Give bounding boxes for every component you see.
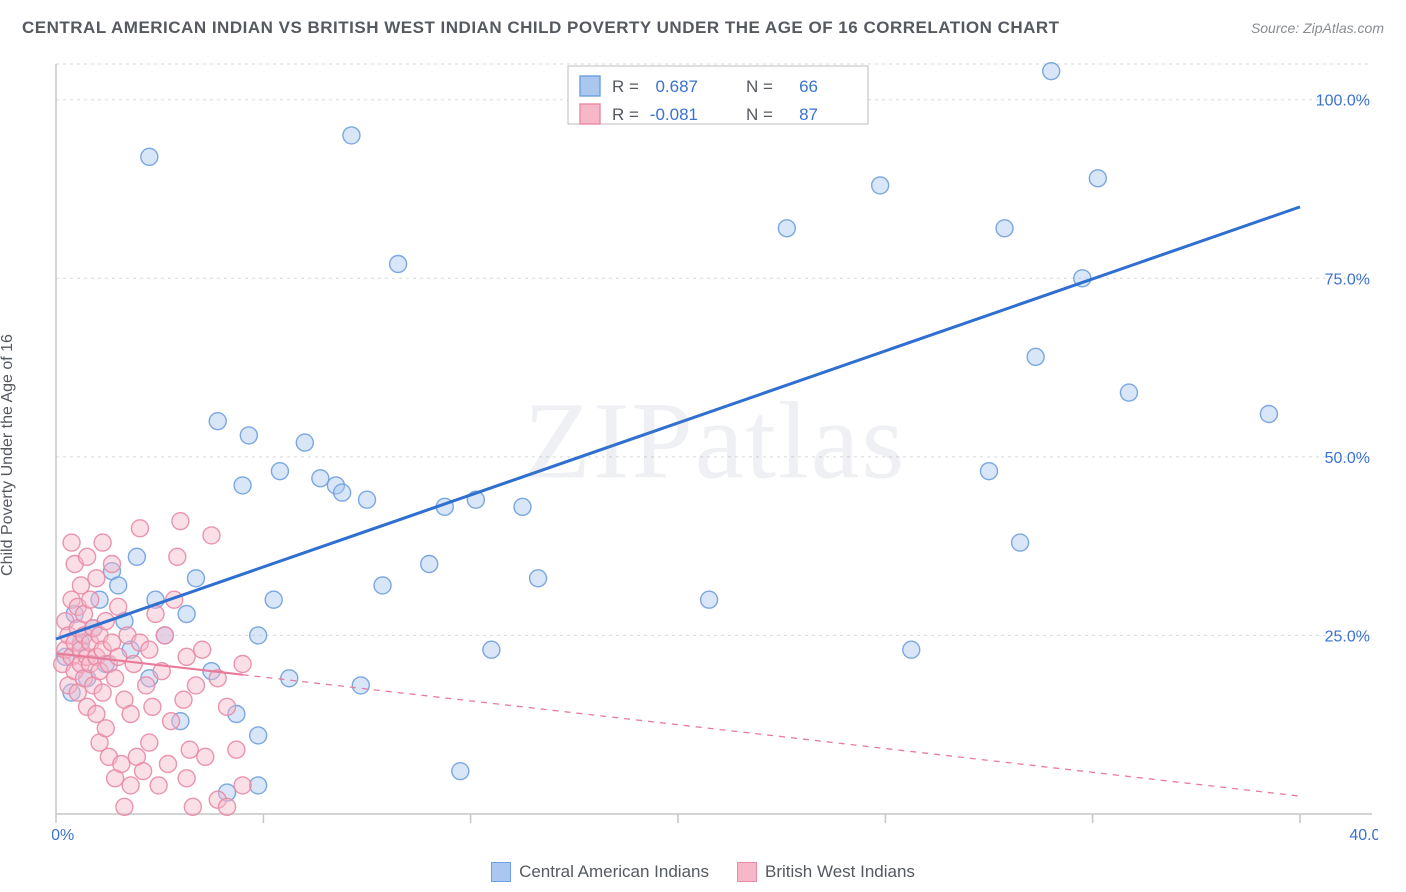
source-prefix: Source: [1251, 20, 1303, 36]
legend: Central American Indians British West Ind… [0, 862, 1406, 882]
legend-label: Central American Indians [519, 862, 709, 882]
svg-text:40.0%: 40.0% [1349, 827, 1378, 844]
svg-text:100.0%: 100.0% [1316, 93, 1370, 110]
svg-text:0.0%: 0.0% [52, 827, 74, 844]
svg-text:25.0%: 25.0% [1325, 628, 1370, 645]
svg-text:66: 66 [799, 77, 818, 96]
y-axis-label: Child Poverty Under the Age of 16 [0, 334, 17, 576]
svg-text:75.0%: 75.0% [1325, 271, 1370, 288]
legend-swatch [491, 862, 511, 882]
legend-swatch [737, 862, 757, 882]
svg-text:N =: N = [746, 77, 773, 96]
svg-text:R =: R = [612, 77, 639, 96]
svg-text:87: 87 [799, 105, 818, 124]
svg-text:-0.081: -0.081 [650, 105, 698, 124]
chart-title: CENTRAL AMERICAN INDIAN VS BRITISH WEST … [22, 18, 1060, 38]
svg-text:N =: N = [746, 105, 773, 124]
legend-label: British West Indians [765, 862, 915, 882]
legend-item: Central American Indians [491, 862, 709, 882]
svg-text:50.0%: 50.0% [1325, 450, 1370, 467]
source-attribution: Source: ZipAtlas.com [1251, 20, 1384, 36]
chart-header: CENTRAL AMERICAN INDIAN VS BRITISH WEST … [22, 18, 1384, 38]
plot-area: ZIPatlas 0.0%40.0%25.0%50.0%75.0%100.0%R… [52, 58, 1378, 844]
scatter-chart: 0.0% 40.0% 25.0% 50.0% 75.0% 100.0% R = 0.687 N … [52, 58, 1378, 844]
svg-text:0.687: 0.687 [655, 77, 698, 96]
svg-text:R =: R = [612, 105, 639, 124]
legend-item: British West Indians [737, 862, 915, 882]
source-name: ZipAtlas.com [1303, 20, 1384, 36]
